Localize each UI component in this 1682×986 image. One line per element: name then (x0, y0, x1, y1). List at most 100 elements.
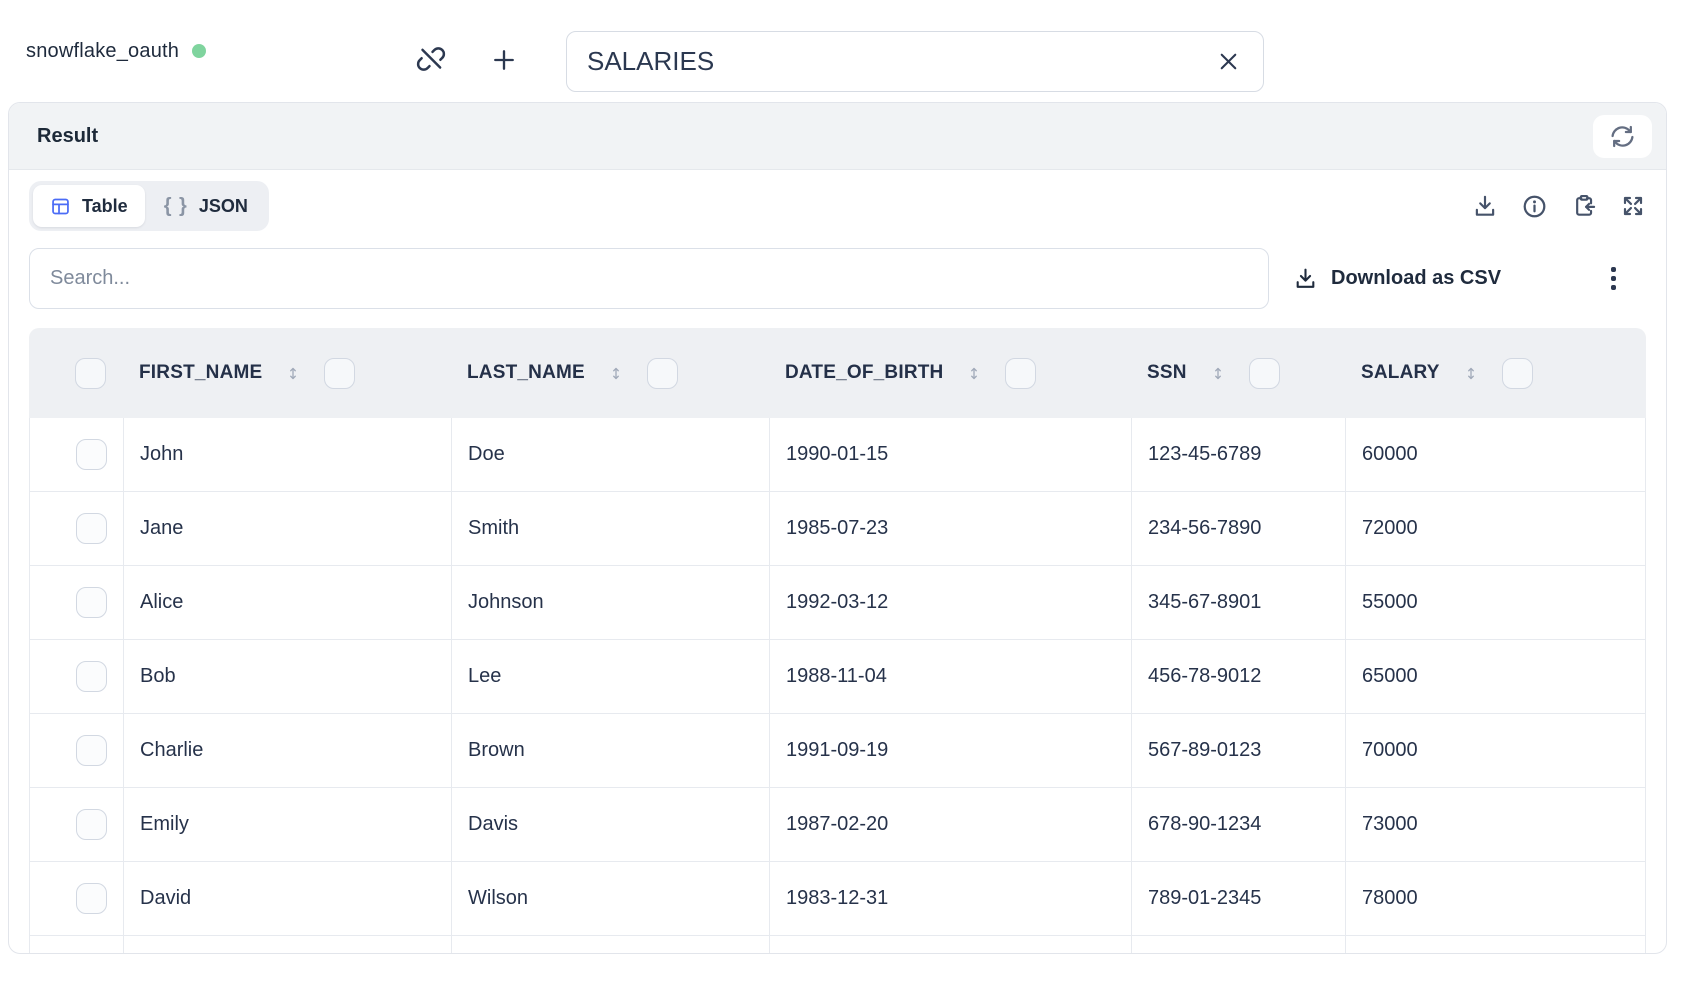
cell-date-of-birth: 1987-02-20 (770, 788, 1132, 861)
select-all-checkbox[interactable] (75, 357, 106, 389)
cell-ssn: 234-56-7890 (1132, 492, 1346, 565)
cell-first-name: Alice (124, 566, 452, 639)
sort-icon[interactable] (608, 360, 624, 387)
connection-name: snowflake_oauth (26, 39, 180, 62)
cell-ssn: 345-67-8901 (1132, 566, 1346, 639)
column-header-last-name: LAST_NAME (451, 328, 769, 418)
cell-last-name: Lee (452, 640, 770, 713)
table-row: Jane Smith 1985-07-23 234-56-7890 72000 (30, 492, 1645, 566)
cell-first-name: Bob (124, 640, 452, 713)
table-row: Charlie Brown 1991-09-19 567-89-0123 700… (30, 714, 1645, 788)
cell-first-name: David (124, 862, 452, 935)
info-icon[interactable] (1521, 193, 1548, 220)
column-checkbox[interactable] (1501, 357, 1533, 389)
search-row: Download as CSV (29, 248, 1646, 309)
x-icon[interactable] (1216, 49, 1241, 74)
table-row-partial (30, 936, 1645, 953)
download-icon (1296, 268, 1315, 288)
column-header-salary: SALARY (1345, 328, 1646, 418)
cell-salary: 60000 (1362, 443, 1418, 465)
cell-salary: 73000 (1362, 813, 1418, 835)
header-checkbox-cell (29, 328, 123, 418)
cell-salary: 55000 (1362, 591, 1418, 613)
row-checkbox[interactable] (76, 661, 107, 692)
connection-status-dot (192, 44, 207, 58)
result-action-icons (1472, 193, 1646, 220)
download-icon[interactable] (1472, 193, 1498, 219)
row-checkbox[interactable] (76, 439, 107, 470)
table-row: John Doe 1990-01-15 123-45-6789 60000 (30, 418, 1645, 492)
kebab-menu-icon[interactable] (1607, 263, 1620, 294)
search-input[interactable] (29, 248, 1269, 309)
cell-salary: 78000 (1362, 887, 1418, 909)
cell-first-name: John (124, 418, 452, 491)
cell-ssn: 456-78-9012 (1132, 640, 1346, 713)
cell-date-of-birth: 1983-12-31 (770, 862, 1132, 935)
refresh-button[interactable] (1593, 114, 1652, 158)
sort-icon[interactable] (285, 360, 301, 387)
cell-salary: 65000 (1362, 665, 1418, 687)
view-tabs: Table { } JSON (29, 181, 269, 231)
view-toolbar: Table { } JSON (29, 181, 1646, 231)
refresh-icon (1611, 125, 1634, 147)
cell-ssn: 678-90-1234 (1132, 788, 1346, 861)
row-checkbox[interactable] (76, 587, 107, 618)
connection-selector[interactable]: snowflake_oauth (26, 0, 207, 102)
cell-ssn: 567-89-0123 (1132, 714, 1346, 787)
table-row: Emily Davis 1987-02-20 678-90-1234 73000 (30, 788, 1645, 862)
cell-date-of-birth: 1990-01-15 (770, 418, 1132, 491)
download-csv-button[interactable]: Download as CSV (1293, 266, 1501, 291)
top-bar: snowflake_oauth (0, 0, 1682, 102)
table-row: Alice Johnson 1992-03-12 345-67-8901 550… (30, 566, 1645, 640)
column-checkbox[interactable] (646, 357, 678, 389)
sort-icon[interactable] (1210, 360, 1226, 387)
download-csv-label: Download as CSV (1331, 267, 1502, 289)
table-name-input-wrapper (566, 31, 1264, 92)
expand-icon[interactable] (1620, 193, 1646, 219)
sort-icon[interactable] (966, 360, 982, 387)
result-panel-header: Result (9, 103, 1666, 170)
cell-date-of-birth: 1992-03-12 (770, 566, 1132, 639)
result-table: FIRST_NAME LAST_NAME DATE_OF_BIRTH SSN S (29, 328, 1646, 953)
result-panel: Result Table { } JSON (8, 102, 1667, 954)
column-header-ssn: SSN (1131, 328, 1345, 418)
cell-last-name: Smith (452, 492, 770, 565)
column-checkbox[interactable] (1005, 357, 1037, 389)
row-checkbox[interactable] (76, 513, 107, 544)
cell-last-name: Johnson (452, 566, 770, 639)
tab-table[interactable]: Table (33, 185, 145, 227)
cell-last-name: Brown (452, 714, 770, 787)
cell-date-of-birth: 1991-09-19 (770, 714, 1132, 787)
tab-json-label: JSON (198, 195, 248, 216)
table-body: John Doe 1990-01-15 123-45-6789 60000 Ja… (29, 418, 1646, 953)
sort-icon[interactable] (1463, 360, 1479, 387)
cell-salary: 70000 (1362, 739, 1418, 761)
tab-json[interactable]: { } JSON (147, 185, 265, 227)
cell-ssn: 123-45-6789 (1132, 418, 1346, 491)
cell-date-of-birth: 1985-07-23 (770, 492, 1132, 565)
table-grid-icon (52, 198, 69, 214)
column-header-date-of-birth: DATE_OF_BIRTH (769, 328, 1131, 418)
row-checkbox[interactable] (76, 883, 107, 914)
plus-icon[interactable] (490, 46, 518, 74)
table-row: David Wilson 1983-12-31 789-01-2345 7800… (30, 862, 1645, 936)
tab-table-label: Table (82, 195, 128, 216)
cell-date-of-birth: 1988-11-04 (770, 640, 1132, 713)
row-checkbox[interactable] (76, 809, 107, 840)
cell-last-name: Davis (452, 788, 770, 861)
cell-ssn: 789-01-2345 (1132, 862, 1346, 935)
row-checkbox[interactable] (76, 735, 107, 766)
table-row: Bob Lee 1988-11-04 456-78-9012 65000 (30, 640, 1645, 714)
column-header-first-name: FIRST_NAME (123, 328, 451, 418)
cell-first-name: Emily (124, 788, 452, 861)
panel-title: Result (37, 124, 99, 147)
cell-salary: 72000 (1362, 517, 1418, 539)
cell-last-name: Doe (452, 418, 770, 491)
column-checkbox[interactable] (1248, 357, 1280, 389)
column-checkbox[interactable] (324, 357, 356, 389)
table-name-input[interactable] (587, 46, 1216, 77)
cell-first-name: Charlie (124, 714, 452, 787)
clipboard-paste-icon[interactable] (1571, 193, 1597, 219)
unlink-icon[interactable] (416, 44, 446, 74)
cell-last-name: Wilson (452, 862, 770, 935)
